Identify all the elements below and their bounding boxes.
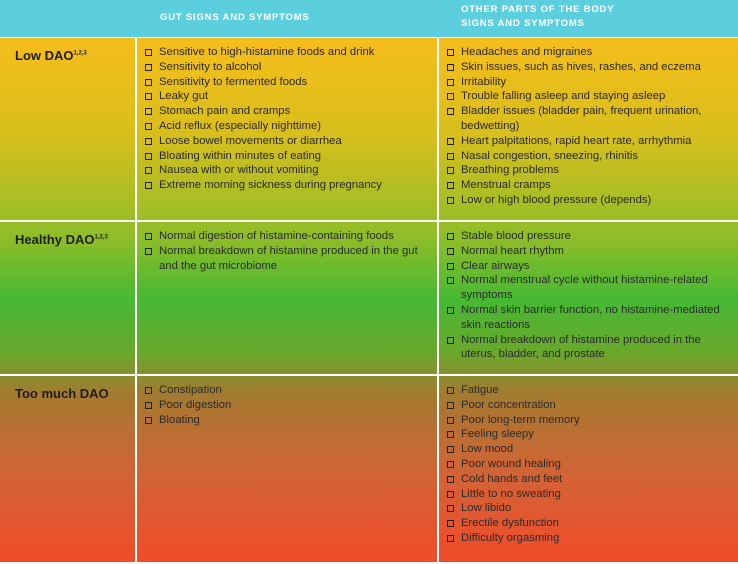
symptom: Poor wound healing (447, 457, 722, 472)
symptom: Sensitivity to fermented foods (145, 75, 425, 90)
row-label-text: Too much DAO (15, 386, 109, 401)
row-label: Low DAO1,2,3 (15, 48, 87, 63)
symptom: Stable blood pressure (447, 229, 722, 244)
symptom: Cold hands and feet (447, 472, 722, 487)
symptom: Fatigue (447, 383, 722, 398)
divider (437, 38, 439, 562)
symptom: Skin issues, such as hives, rashes, and … (447, 60, 722, 75)
symptom: Menstrual cramps (447, 178, 722, 193)
column-header: GUT SIGNS AND SYMPTOMS (160, 12, 310, 23)
symptom-list: Headaches and migraines Skin issues, such… (447, 45, 722, 208)
row-label: Healthy DAO1,2,3 (15, 232, 108, 247)
row-label: Too much DAO (15, 386, 109, 401)
symptom: Bladder issues (bladder pain, frequent u… (447, 104, 722, 134)
symptom: Normal skin barrier function, no histami… (447, 303, 722, 333)
row-label-text: Low DAO (15, 48, 74, 63)
symptom: Feeling sleepy (447, 427, 722, 442)
symptom: Poor concentration (447, 398, 722, 413)
divider (135, 38, 137, 562)
column-header: OTHER PARTS OF THE BODY SIGNS AND SYMPTO… (461, 4, 615, 29)
symptom: Low mood (447, 442, 722, 457)
divider (0, 374, 738, 376)
symptom: Irritability (447, 75, 722, 90)
symptom: Bloating within minutes of eating (145, 149, 425, 164)
symptom: Breathing problems (447, 163, 722, 178)
symptom: Nausea with or without vomiting (145, 163, 425, 178)
symptom: Erectile dysfunction (447, 516, 722, 531)
divider (0, 220, 738, 222)
symptom: Poor long-term memory (447, 413, 722, 428)
symptom: Trouble falling asleep and staying aslee… (447, 89, 722, 104)
symptom: Headaches and migraines (447, 45, 722, 60)
symptom: Sensitivity to alcohol (145, 60, 425, 75)
symptom-list: Fatigue Poor concentration Poor long-term … (447, 383, 722, 546)
symptom-list: Sensitive to high-histamine foods and dr… (145, 45, 425, 193)
symptom: Leaky gut (145, 89, 425, 104)
symptom: Low or high blood pressure (depends) (447, 193, 722, 208)
symptom: Normal menstrual cycle without histamine… (447, 273, 722, 303)
symptom-list: Stable blood pressure Normal heart rhythm… (447, 229, 722, 362)
superscript: 1,2,3 (94, 234, 108, 241)
symptom: Little to no sweating (447, 487, 722, 502)
table-body (0, 38, 738, 562)
row-label-text: Healthy DAO (15, 232, 95, 247)
symptom: Clear airways (447, 259, 722, 274)
symptom: Normal breakdown of histamine produced i… (447, 333, 722, 363)
symptom: Bloating (145, 413, 425, 428)
symptom: Difficulty orgasming (447, 531, 722, 546)
symptom: Nasal congestion, sneezing, rhinitis (447, 149, 722, 164)
symptom: Acid reflux (especially nighttime) (145, 119, 425, 134)
symptom: Constipation (145, 383, 425, 398)
symptom: Sensitive to high-histamine foods and dr… (145, 45, 425, 60)
symptom: Loose bowel movements or diarrhea (145, 134, 425, 149)
symptom: Stomach pain and cramps (145, 104, 425, 119)
symptom: Poor digestion (145, 398, 425, 413)
symptom: Normal heart rhythm (447, 244, 722, 259)
symptom: Normal digestion of histamine-containing… (145, 229, 425, 244)
header: GUT SIGNS AND SYMPTOMS OTHER PARTS OF TH… (0, 0, 738, 37)
symptom-list: Constipation Poor digestion Bloating (145, 383, 425, 427)
symptom: Normal breakdown of histamine produced i… (145, 244, 425, 274)
symptom-list: Normal digestion of histamine-containing… (145, 229, 425, 273)
symptom: Heart palpitations, rapid heart rate, ar… (447, 134, 722, 149)
superscript: 1,2,3 (73, 50, 87, 57)
symptom: Extreme morning sickness during pregnanc… (145, 178, 425, 193)
symptom: Low libido (447, 501, 722, 516)
